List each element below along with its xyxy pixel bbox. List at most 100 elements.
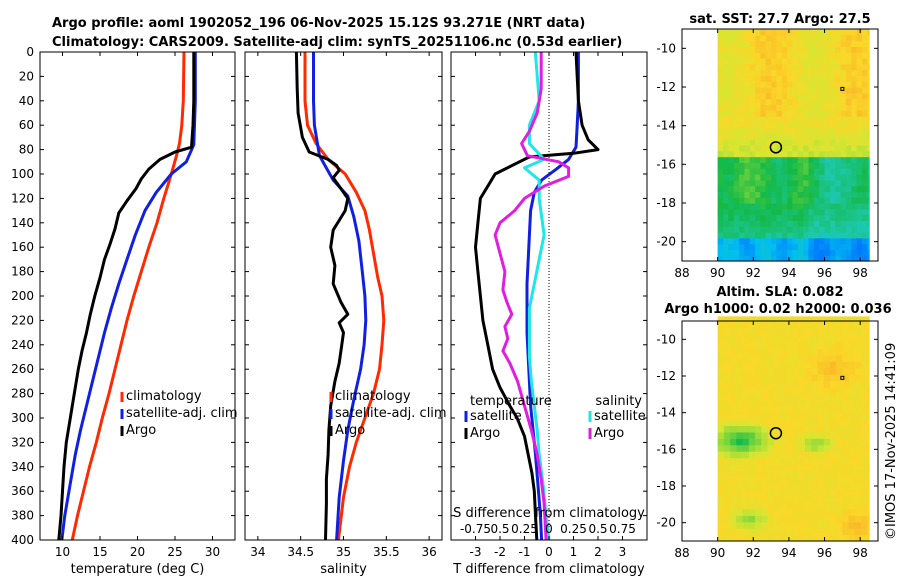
heatmap-cell xyxy=(723,528,731,536)
heatmap-cell xyxy=(749,237,756,245)
heatmap-cell xyxy=(771,121,777,129)
heatmap-cell xyxy=(804,502,812,510)
heatmap-cell xyxy=(744,226,751,233)
heatmap-cell xyxy=(824,40,831,47)
heatmap-cell xyxy=(771,98,777,105)
heatmap-cell xyxy=(856,156,863,163)
heatmap-cell xyxy=(755,367,762,375)
heatmap-cell xyxy=(829,29,836,36)
heatmap-cell xyxy=(792,220,799,227)
heatmap-cell xyxy=(817,515,825,523)
heatmap-cell xyxy=(765,203,772,210)
heatmap-cell xyxy=(808,29,815,36)
heatmap-cell xyxy=(836,457,843,465)
legend-label: Argo xyxy=(594,426,624,441)
heatmap-cell xyxy=(736,367,744,375)
heatmap-cell xyxy=(730,451,737,459)
heatmap-cell xyxy=(856,208,863,216)
heatmap-cell xyxy=(776,29,783,36)
heatmap-cell xyxy=(823,451,831,459)
heatmap-cell xyxy=(773,521,781,529)
heatmap-cell xyxy=(851,185,858,192)
heatmap-cell xyxy=(792,444,800,452)
heatmap-cell xyxy=(867,496,870,504)
heatmap-cell xyxy=(836,419,843,427)
heatmap-cell xyxy=(765,168,772,175)
heatmap-cell xyxy=(851,208,858,216)
heatmap-cell xyxy=(867,203,870,210)
heatmap-cell xyxy=(736,534,744,542)
heatmap-cell xyxy=(792,255,799,262)
heatmap-cell xyxy=(776,226,783,233)
heatmap-cell xyxy=(867,133,870,140)
heatmap-cell xyxy=(817,431,825,439)
heatmap-cell xyxy=(835,58,842,65)
heatmap-cell xyxy=(842,354,850,362)
heatmap-cell xyxy=(771,255,777,262)
heatmap-cell xyxy=(842,412,850,420)
heatmap-cell xyxy=(748,521,756,529)
heatmap-cell xyxy=(765,220,772,227)
heatmap-cell xyxy=(748,367,756,375)
heatmap-cell xyxy=(749,145,756,152)
heatmap-cell xyxy=(817,425,825,433)
heatmap-cell xyxy=(854,322,862,330)
heatmap-cell xyxy=(867,98,870,105)
heatmap-cell xyxy=(835,162,842,169)
heatmap-cell xyxy=(755,104,761,111)
heatmap-cell xyxy=(787,69,793,76)
heatmap-cell xyxy=(773,380,781,388)
heatmap-cell xyxy=(808,104,815,111)
heatmap-cell xyxy=(755,521,762,529)
heatmap-cell xyxy=(854,316,862,324)
heatmap-cell xyxy=(804,444,812,452)
heatmap-cell xyxy=(862,226,868,233)
heatmap-cell xyxy=(781,174,788,181)
heatmap-cell xyxy=(760,34,767,42)
heatmap-cell xyxy=(723,104,729,111)
heatmap-cell xyxy=(851,81,858,88)
heatmap-cell xyxy=(780,412,787,420)
x-tick-label: 34 xyxy=(250,545,265,559)
heatmap-cell xyxy=(813,110,820,117)
heatmap-cell xyxy=(748,406,756,414)
heatmap-cell xyxy=(797,116,804,123)
heatmap-cell xyxy=(797,232,804,239)
heatmap-cell xyxy=(739,52,745,59)
heatmap-cell xyxy=(776,208,783,216)
heatmap-cell xyxy=(803,92,810,100)
heatmap-cell xyxy=(851,110,858,117)
heatmap-cell xyxy=(723,361,731,369)
heatmap-cell xyxy=(835,185,842,192)
heatmap-cell xyxy=(780,534,787,542)
heatmap-cell xyxy=(773,329,781,337)
series-climatology xyxy=(303,52,386,540)
heatmap-cell xyxy=(851,58,858,65)
heatmap-cell xyxy=(792,335,800,343)
heatmap-cell xyxy=(760,104,767,111)
heatmap-cell xyxy=(730,354,737,362)
heatmap-cell xyxy=(845,179,852,187)
heatmap-cell xyxy=(861,438,868,446)
heatmap-cell xyxy=(776,156,783,163)
heatmap-cell xyxy=(744,156,751,163)
heatmap-cell xyxy=(765,156,772,163)
heatmap-cell xyxy=(845,110,852,117)
heatmap-cell xyxy=(823,419,831,427)
heatmap-cell xyxy=(787,191,793,198)
heatmap-cell xyxy=(798,380,806,388)
heatmap-cell xyxy=(829,419,837,427)
heatmap-cell xyxy=(728,110,735,117)
heatmap-cell xyxy=(717,75,724,82)
heatmap-cell xyxy=(739,226,745,233)
heatmap-cell xyxy=(804,483,812,491)
heatmap-cell xyxy=(760,40,767,47)
heatmap-cell xyxy=(867,52,870,59)
heatmap-cell xyxy=(723,226,729,233)
heatmap-cell xyxy=(798,412,806,420)
heatmap-cell xyxy=(848,521,856,529)
heatmap-cell xyxy=(748,464,756,471)
heatmap-cell xyxy=(829,444,837,452)
heatmap-cell xyxy=(836,329,843,337)
